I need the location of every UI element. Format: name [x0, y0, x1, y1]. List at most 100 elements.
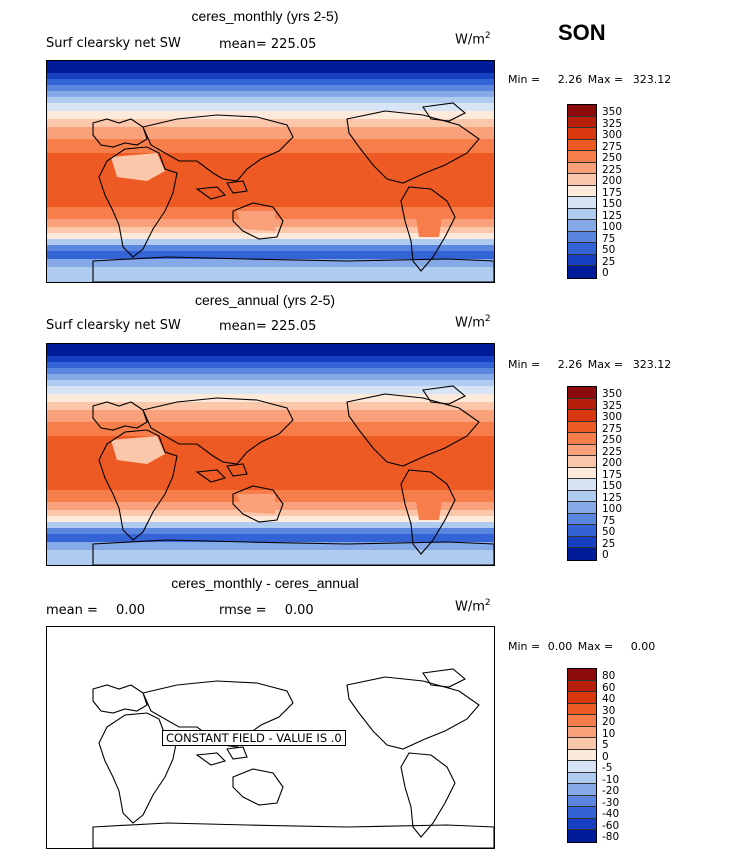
panel2-min-max: Min = 2.26 Max = 323.12 — [508, 358, 671, 371]
panel1-min-label: Min = — [508, 73, 541, 86]
panel2-min-value: 2.26 — [557, 358, 583, 371]
colorbar-label: 25 — [602, 537, 616, 550]
colorbar-swatch — [568, 185, 596, 198]
colorbar-swatch — [568, 467, 596, 480]
colorbar-swatch — [568, 220, 596, 232]
colorbar-label: 150 — [602, 480, 623, 493]
panel3-max-label: Max = — [577, 640, 614, 653]
colorbar-label: 150 — [602, 198, 623, 211]
colorbar-label: 10 — [602, 727, 616, 740]
panel3-units-text: W/m — [455, 599, 485, 615]
colorbar-swatch — [568, 398, 596, 411]
colorbar-label: 325 — [602, 117, 623, 130]
panel1-map-svg — [47, 61, 494, 282]
colorbar-label: 25 — [602, 255, 616, 268]
colorbar-label: 275 — [602, 422, 623, 435]
panel3-colorbar — [567, 668, 597, 843]
colorbar-label: 250 — [602, 434, 623, 447]
colorbar-swatch — [568, 231, 596, 244]
panel1-map — [46, 60, 495, 283]
colorbar-swatch — [568, 669, 596, 681]
panel2-variable-label: Surf clearsky net SW — [46, 318, 181, 333]
panel1-colorbar — [567, 104, 597, 279]
panel1-mean-key: mean= — [219, 37, 267, 52]
panel3-max-value: 0.00 — [630, 640, 656, 653]
colorbar-label: 125 — [602, 491, 623, 504]
colorbar-label: 75 — [602, 232, 616, 245]
colorbar-swatch — [568, 548, 596, 560]
colorbar-swatch — [568, 421, 596, 434]
colorbar-label: -5 — [602, 762, 613, 775]
panel2-units: W/m2 — [455, 314, 491, 330]
colorbar-label: 325 — [602, 399, 623, 412]
colorbar-label: -30 — [602, 796, 620, 809]
colorbar-swatch — [568, 410, 596, 422]
panel2-mean-value: 225.05 — [270, 319, 317, 334]
colorbar-label: 0 — [602, 549, 609, 562]
colorbar-label: 20 — [602, 716, 616, 729]
colorbar-swatch — [568, 784, 596, 796]
colorbar-swatch — [568, 795, 596, 808]
colorbar-swatch — [568, 726, 596, 739]
panel2-map — [46, 343, 495, 566]
colorbar-swatch — [568, 680, 596, 693]
colorbar-swatch — [568, 761, 596, 773]
colorbar-label: 50 — [602, 244, 616, 257]
colorbar-label: -20 — [602, 785, 620, 798]
panel3-min-label: Min = — [508, 640, 541, 653]
colorbar-label: 200 — [602, 457, 623, 470]
colorbar-swatch — [568, 818, 596, 831]
panel3-units-exp: 2 — [484, 598, 491, 608]
colorbar-label: 50 — [602, 526, 616, 539]
colorbar-label: 100 — [602, 503, 623, 516]
panel2-mean-label: mean= 225.05 — [219, 319, 316, 334]
constant-field-label: CONSTANT FIELD - VALUE IS .0 — [162, 730, 346, 746]
panel2-max-value: 323.12 — [632, 358, 672, 371]
colorbar-label: -40 — [602, 808, 620, 821]
colorbar-swatch — [568, 525, 596, 537]
panel1-mean-value: 225.05 — [270, 37, 317, 52]
colorbar-swatch — [568, 151, 596, 163]
colorbar-swatch — [568, 105, 596, 117]
colorbar-swatch — [568, 490, 596, 503]
colorbar-swatch — [568, 738, 596, 750]
panel3-rmse-label: rmse = 0.00 — [219, 603, 314, 618]
colorbar-swatch — [568, 830, 596, 842]
colorbar-label: 125 — [602, 209, 623, 222]
panel2-title: ceres_annual (yrs 2-5) — [194, 292, 336, 308]
colorbar-swatch — [568, 536, 596, 549]
colorbar-label: 300 — [602, 411, 623, 424]
colorbar-swatch — [568, 433, 596, 445]
colorbar-swatch — [568, 243, 596, 255]
colorbar-swatch — [568, 197, 596, 209]
colorbar-swatch — [568, 807, 596, 819]
colorbar-label: 0 — [602, 267, 609, 280]
colorbar-label: 0 — [602, 750, 609, 763]
panel2-units-exp: 2 — [484, 314, 491, 324]
colorbar-label: 225 — [602, 445, 623, 458]
colorbar-swatch — [568, 254, 596, 267]
colorbar-label: 30 — [602, 704, 616, 717]
colorbar-label: 350 — [602, 106, 623, 118]
colorbar-label: -60 — [602, 819, 620, 832]
colorbar-swatch — [568, 715, 596, 727]
panel1-mean-label: mean= 225.05 — [219, 37, 316, 52]
panel3-units: W/m2 — [455, 598, 491, 614]
colorbar-swatch — [568, 444, 596, 457]
panel2-units-text: W/m — [455, 315, 485, 331]
colorbar-label: -80 — [602, 831, 620, 844]
panel1-units: W/m2 — [455, 31, 491, 47]
colorbar-swatch — [568, 502, 596, 514]
colorbar-label: 275 — [602, 140, 623, 153]
colorbar-swatch — [568, 692, 596, 704]
panel3-mean-value: 0.00 — [116, 603, 145, 618]
colorbar-swatch — [568, 387, 596, 399]
panel2-min-label: Min = — [508, 358, 541, 371]
colorbar-swatch — [568, 749, 596, 762]
panel2-mean-key: mean= — [219, 319, 267, 334]
colorbar-swatch — [568, 116, 596, 129]
panel3-min-value: 0.00 — [547, 640, 573, 653]
colorbar-label: 75 — [602, 514, 616, 527]
panel3-rmse-key: rmse = — [219, 603, 267, 618]
season-label: SON — [558, 20, 606, 45]
